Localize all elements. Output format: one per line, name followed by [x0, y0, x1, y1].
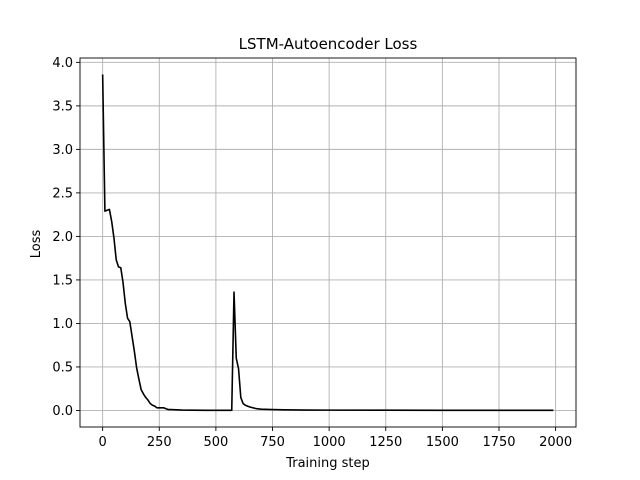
x-tick-label: 1500 — [426, 435, 459, 450]
loss-series-line — [101, 74, 554, 412]
y-tick-label: 2.5 — [52, 186, 73, 201]
x-tick-label: 500 — [203, 435, 228, 450]
x-tick-label: 1750 — [482, 435, 515, 450]
x-tick-label: 1250 — [369, 435, 402, 450]
x-tick-label: 750 — [260, 435, 285, 450]
y-tick-label: 1.0 — [52, 317, 73, 332]
series-layer — [101, 74, 554, 412]
y-tick-label: 0.0 — [52, 404, 73, 419]
y-tick-label: 2.0 — [52, 230, 73, 245]
x-tick-label: 1000 — [313, 435, 346, 450]
y-tick-label: 3.0 — [52, 143, 73, 158]
y-axis-label: Loss — [29, 230, 44, 259]
grid-layer — [80, 58, 576, 427]
x-tick-label: 250 — [147, 435, 172, 450]
x-tick-label: 2000 — [539, 435, 572, 450]
axes-layer: 0 250 500 750 1000 1250 1500 1750 2000 0.0 0.5 1.0 1… — [52, 56, 577, 450]
y-tick-label: 4.0 — [52, 56, 73, 71]
y-tick-label: 0.5 — [52, 360, 73, 375]
plot-frame — [79, 57, 577, 428]
x-axis-label: Training step — [285, 456, 370, 471]
x-tick-label: 0 — [99, 435, 107, 450]
y-tick-label: 1.5 — [52, 273, 73, 288]
chart-title: LSTM-Autoencoder Loss — [239, 35, 418, 53]
y-tick-label: 3.5 — [52, 99, 73, 114]
